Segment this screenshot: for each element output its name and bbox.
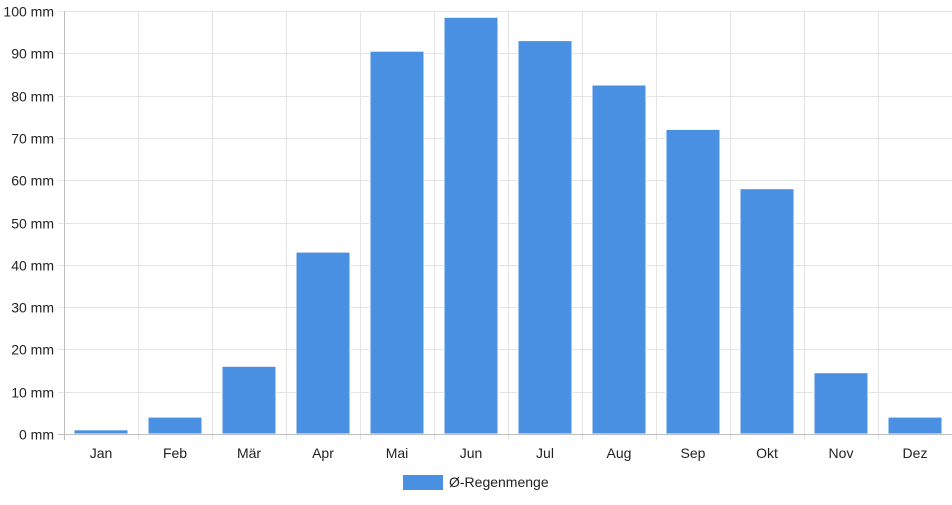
bar-jul (517, 40, 573, 435)
x-tick-label: Jan (90, 445, 113, 461)
x-tick-label: Mär (237, 445, 261, 461)
y-tick-label: 0 mm (19, 427, 54, 443)
y-tick-label: 100 mm (3, 4, 54, 20)
y-tick-label: 50 mm (11, 216, 54, 232)
y-tick-label: 30 mm (11, 300, 54, 316)
x-tick-label: Nov (829, 445, 854, 461)
y-tick-label: 70 mm (11, 131, 54, 147)
x-tick-label: Sep (681, 445, 706, 461)
bar-jun (443, 16, 499, 435)
bar-nov (813, 372, 869, 435)
bar-mär (221, 365, 277, 435)
x-tick-label: Dez (903, 445, 928, 461)
x-tick-label: Jul (536, 445, 554, 461)
x-tick-label: Mai (386, 445, 409, 461)
y-tick-label: 10 mm (11, 385, 54, 401)
x-tick-label: Feb (163, 445, 187, 461)
y-tick-label: 20 mm (11, 342, 54, 358)
tick-labels: 0 mm 10 mm 20 mm 30 mm 40 mm 50 mm 60 mm 70 mm 8… (3, 4, 927, 462)
legend-swatch[interactable] (403, 475, 443, 490)
bar-jan (73, 429, 129, 435)
bar-mai (369, 50, 425, 435)
legend[interactable]: Ø-Regenmenge (403, 474, 549, 490)
bar-sep (665, 128, 721, 435)
bar-dez (887, 416, 943, 435)
bar-okt (739, 188, 795, 435)
axes (58, 11, 952, 440)
bars (73, 16, 943, 435)
y-tick-label: 90 mm (11, 46, 54, 62)
y-tick-label: 80 mm (11, 89, 54, 105)
bar-feb (147, 416, 203, 435)
bar-apr (295, 251, 351, 435)
y-tick-label: 40 mm (11, 258, 54, 274)
x-tick-label: Okt (756, 445, 778, 461)
x-tick-label: Apr (312, 445, 334, 461)
x-tick-label: Jun (460, 445, 483, 461)
x-tick-label: Aug (607, 445, 632, 461)
bar-aug (591, 84, 647, 435)
y-tick-label: 60 mm (11, 173, 54, 189)
legend-label[interactable]: Ø-Regenmenge (449, 474, 549, 490)
